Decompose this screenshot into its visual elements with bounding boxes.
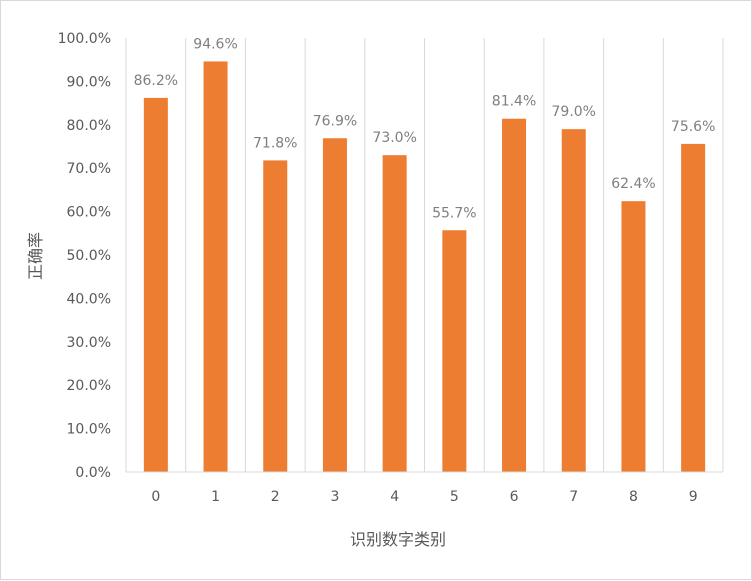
data-labels: 86.2% 94.6% 71.8% 76.9% 73.0% 55.7% 81.4% 79.0%…: [134, 36, 716, 221]
x-tick-label: 5: [450, 489, 459, 505]
x-axis-title: 识别数字类别: [350, 530, 446, 549]
y-tick-label: 40.0%: [67, 291, 111, 307]
y-tick-label: 80.0%: [67, 118, 111, 134]
bar-3: [322, 138, 347, 472]
bar-1: [203, 61, 228, 472]
x-tick-label: 1: [211, 489, 220, 505]
y-tick-label: 90.0%: [67, 74, 111, 90]
bars: [143, 61, 706, 472]
y-axis-ticks: 0.0% 10.0% 20.0% 30.0% 40.0% 50.0% 60.0% 70.0% 8…: [58, 31, 111, 481]
x-tick-label: 9: [689, 489, 698, 505]
x-tick-label: 2: [271, 489, 280, 505]
grid-lines: [125, 38, 724, 472]
data-label: 55.7%: [432, 205, 476, 221]
y-tick-label: 100.0%: [58, 31, 111, 47]
bar-8: [621, 201, 646, 472]
y-tick-label: 60.0%: [67, 205, 111, 221]
bar-7: [561, 129, 586, 472]
data-label: 86.2%: [134, 73, 178, 89]
data-label: 73.0%: [372, 130, 416, 146]
bar-0: [143, 97, 168, 472]
bar-4: [382, 155, 407, 472]
y-tick-label: 20.0%: [67, 378, 111, 394]
x-tick-label: 3: [330, 489, 339, 505]
bar-2: [263, 160, 288, 472]
data-label: 75.6%: [671, 119, 715, 135]
bar-5: [442, 230, 467, 472]
bar-6: [502, 118, 527, 472]
x-tick-label: 8: [629, 489, 638, 505]
x-tick-label: 4: [390, 489, 399, 505]
data-label: 79.0%: [552, 104, 596, 120]
x-tick-label: 0: [151, 489, 160, 505]
data-label: 62.4%: [611, 176, 655, 192]
data-label: 71.8%: [253, 135, 297, 151]
data-label: 94.6%: [193, 36, 237, 52]
x-axis-ticks: 0 1 2 3 4 5 6 7 8 9: [151, 489, 697, 505]
x-tick-label: 6: [510, 489, 519, 505]
y-tick-label: 30.0%: [67, 335, 111, 351]
y-tick-label: 50.0%: [67, 248, 111, 264]
y-tick-label: 0.0%: [75, 465, 111, 481]
y-tick-label: 10.0%: [67, 422, 111, 438]
data-label: 81.4%: [492, 94, 536, 110]
x-tick-label: 7: [569, 489, 578, 505]
bar-9: [681, 143, 706, 472]
y-axis-title: 正确率: [26, 232, 45, 280]
y-tick-label: 70.0%: [67, 161, 111, 177]
data-label: 76.9%: [313, 113, 357, 129]
